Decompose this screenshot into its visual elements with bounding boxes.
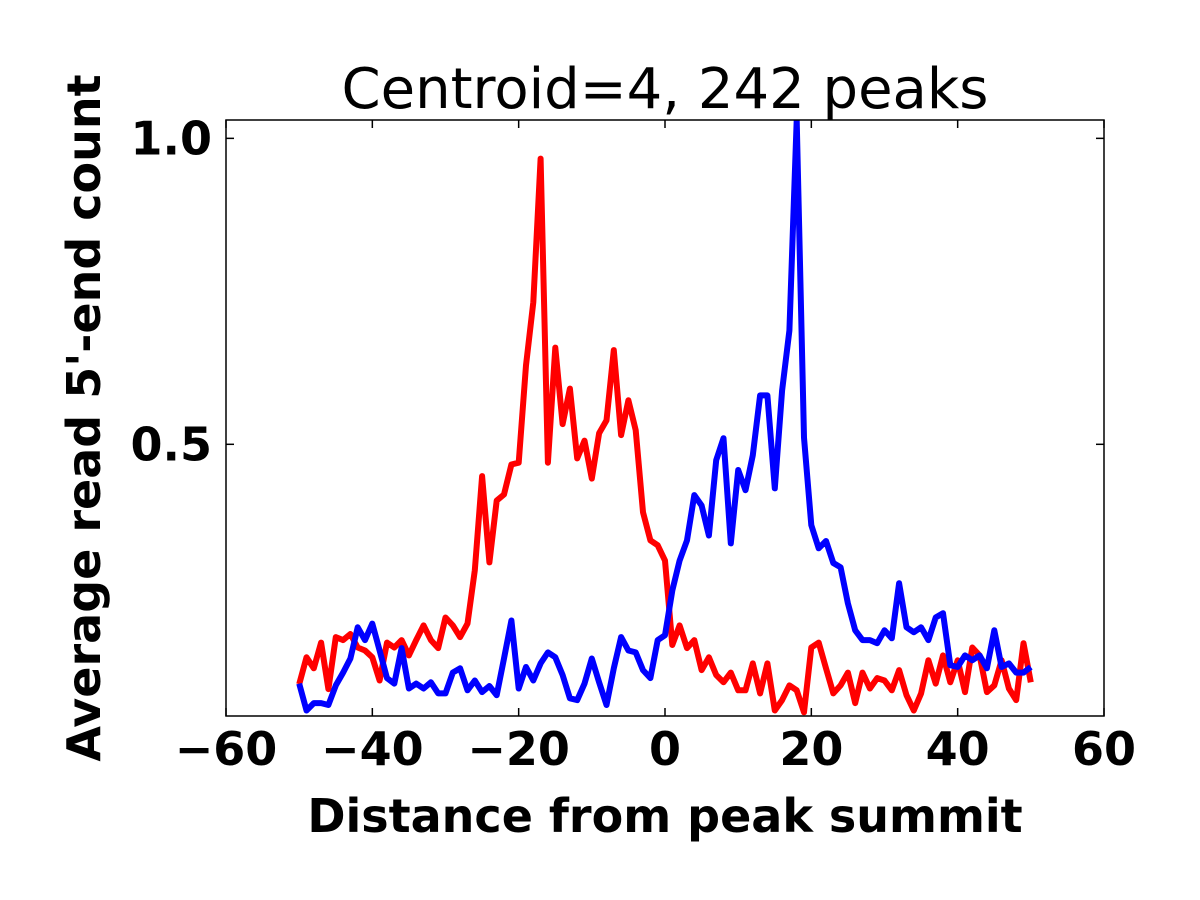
series-line-red xyxy=(296,155,1034,716)
x-tick-label: −60 xyxy=(175,722,278,776)
chart-title: Centroid=4, 242 peaks xyxy=(342,57,989,122)
x-tick-label: −40 xyxy=(321,722,424,776)
x-tick-label: 20 xyxy=(779,722,843,776)
y-tick-label: 0.5 xyxy=(131,417,213,471)
series-line-blue xyxy=(296,120,1033,714)
y-tick-label: 1.0 xyxy=(131,111,213,165)
x-tick-label: 40 xyxy=(926,722,990,776)
y-axis-label: Average read 5'-end count xyxy=(57,74,111,761)
x-tick-label: 0 xyxy=(649,722,681,776)
x-tick-label: −20 xyxy=(467,722,570,776)
x-tick-label: 60 xyxy=(1072,722,1136,776)
x-axis-label: Distance from peak summit xyxy=(307,789,1022,843)
